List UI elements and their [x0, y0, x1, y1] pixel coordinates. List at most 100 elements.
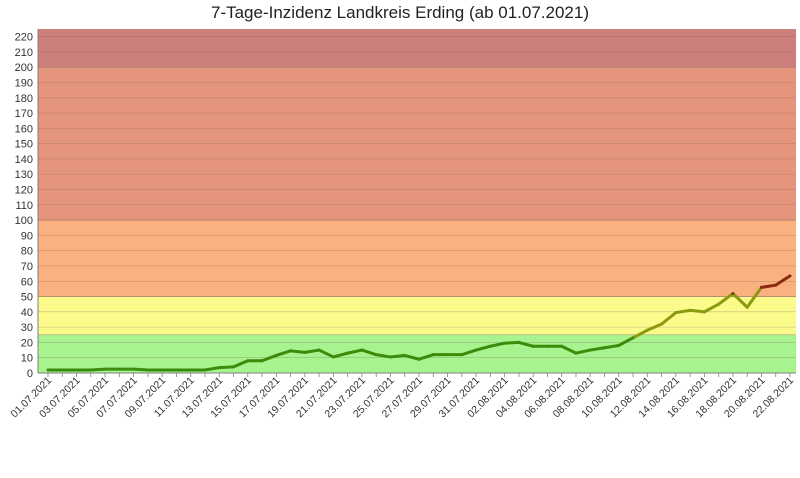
line-segment: [303, 348, 321, 354]
data-point: [346, 351, 350, 355]
y-tick-label-130: 130: [15, 169, 33, 181]
line-segment: [617, 336, 635, 347]
axes: [37, 29, 796, 377]
data-point: [75, 368, 78, 372]
y-tick-label-10: 10: [21, 353, 33, 365]
gridlines: [38, 36, 796, 359]
data-point: [617, 344, 621, 347]
data-point: [89, 368, 93, 372]
band-25-50: [38, 296, 796, 335]
data-point: [374, 353, 378, 357]
data-point: [46, 368, 50, 372]
line-segment: [774, 274, 792, 287]
line-segment: [560, 344, 578, 355]
line-segment: [403, 353, 421, 361]
data-point: [431, 353, 435, 357]
line-segment: [745, 285, 763, 309]
data-point: [531, 344, 535, 348]
band-0-25: [38, 334, 796, 373]
y-tick-labels: 0 10 20 30 40 50 60 70 80 90 100 110 120 130 140 150 160…: [15, 32, 33, 380]
data-point: [702, 310, 706, 314]
data-point: [660, 322, 663, 326]
y-tick-label-200: 200: [15, 62, 33, 74]
line-segment: [702, 302, 721, 314]
y-tick-label-20: 20: [21, 337, 33, 349]
data-point: [403, 354, 407, 357]
y-tick-label-30: 30: [21, 322, 33, 334]
data-point: [103, 367, 107, 371]
data-point: [232, 365, 235, 369]
y-tick-label-150: 150: [15, 139, 33, 151]
line-segment: [603, 343, 621, 350]
data-point: [488, 344, 492, 348]
data-point: [417, 357, 421, 361]
data-point: [645, 328, 649, 332]
y-tick-label-210: 210: [15, 47, 33, 59]
line-segment: [232, 359, 250, 369]
data-point: [674, 311, 678, 315]
data-point: [717, 302, 721, 306]
line-segment: [503, 340, 521, 345]
data-point: [331, 355, 335, 359]
line-segment: [346, 348, 364, 355]
line-segment: [631, 328, 649, 340]
data-point: [175, 368, 178, 372]
line-segment: [688, 308, 706, 314]
line-segment: [517, 340, 535, 348]
line-segment: [374, 353, 392, 359]
data-point: [503, 341, 507, 345]
data-point: [588, 348, 592, 352]
line-segment: [488, 341, 507, 348]
line-segment: [274, 349, 293, 357]
line-segment: [731, 291, 749, 309]
line-segment: [388, 353, 407, 359]
data-point: [774, 283, 778, 287]
x-tick-labels: 01.07.202103.07.202105.07.202107.07.2021…: [8, 375, 796, 421]
data-point: [446, 353, 449, 357]
y-tick-label-40: 40: [21, 307, 33, 319]
y-tick-label-190: 190: [15, 78, 33, 90]
y-tick-label-180: 180: [15, 93, 33, 105]
line-segment: [89, 367, 107, 372]
line-segment: [360, 348, 378, 357]
data-point: [546, 344, 549, 348]
data-point: [189, 368, 193, 372]
data-point: [132, 367, 136, 371]
band-200-225: [38, 29, 796, 68]
data-point: [460, 353, 464, 357]
line-segment: [289, 349, 307, 354]
data-point: [289, 349, 292, 353]
line-segment: [574, 348, 592, 355]
data-point: [260, 359, 264, 363]
line-segment: [132, 367, 150, 372]
line-segment: [260, 353, 278, 363]
y-tick-label-160: 160: [15, 123, 33, 135]
data-point: [360, 348, 364, 352]
line-segment: [645, 322, 664, 332]
y-tick-label-110: 110: [15, 200, 33, 212]
y-tick-label-100: 100: [15, 215, 33, 227]
data-point: [631, 336, 635, 340]
line-segment: [660, 311, 678, 326]
data-point: [274, 354, 278, 357]
data-point: [603, 346, 606, 350]
line-segment: [759, 283, 778, 289]
line-segment: [317, 348, 335, 359]
chart-title: 7-Tage-Inzidenz Landkreis Erding (ab 01.…: [210, 3, 590, 22]
data-point: [731, 292, 735, 295]
series-line: [46, 274, 792, 372]
line-segment: [674, 308, 692, 315]
y-tick-label-140: 140: [15, 154, 33, 166]
band-50-100: [38, 220, 796, 297]
data-point: [574, 351, 578, 355]
line-segment: [417, 353, 435, 361]
data-point: [517, 341, 521, 344]
line-segment: [203, 366, 221, 372]
y-tick-label-170: 170: [15, 108, 33, 120]
band-100-200: [38, 67, 796, 221]
data-point: [246, 359, 250, 363]
y-tick-label-70: 70: [21, 261, 33, 273]
data-point: [688, 308, 692, 312]
data-point: [60, 368, 64, 372]
line-segment: [474, 344, 492, 352]
